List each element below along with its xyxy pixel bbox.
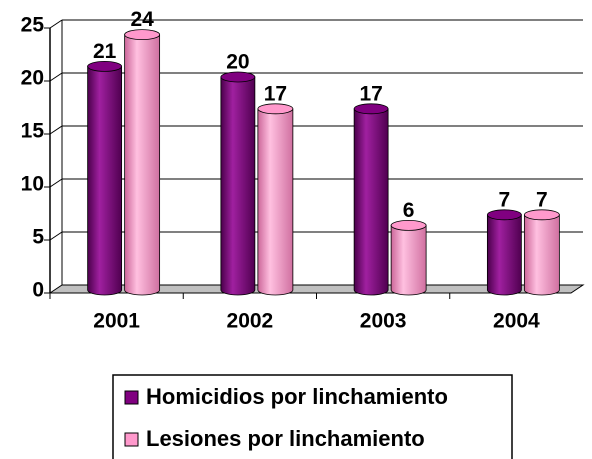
bar-top <box>486 209 522 221</box>
grid-line <box>49 231 63 241</box>
x-tick-label: 2003 <box>360 310 407 333</box>
data-label: 20 <box>226 51 249 74</box>
grid-line <box>49 72 63 82</box>
bar-top <box>257 103 294 115</box>
data-label: 6 <box>403 199 415 222</box>
bar <box>257 108 294 296</box>
y-tick-label: 10 <box>21 173 44 196</box>
y-tick-label: 25 <box>21 14 45 37</box>
legend-label: Homicidios por linchamiento <box>146 384 448 409</box>
bar <box>124 34 161 296</box>
bar-top <box>124 29 161 40</box>
bar <box>220 76 256 296</box>
x-tick-label: 2002 <box>227 310 274 333</box>
y-tick-label: 0 <box>32 279 44 302</box>
data-label: 17 <box>264 82 287 105</box>
legend-label: Lesiones por linchamiento <box>146 426 425 451</box>
grid-line <box>49 178 63 188</box>
x-tick-label: 2001 <box>93 310 140 333</box>
bar <box>87 66 123 296</box>
y-tick-label: 15 <box>21 120 45 143</box>
data-label: 24 <box>130 8 154 31</box>
grid-line <box>49 125 63 135</box>
bar <box>353 108 389 296</box>
grid-line <box>49 19 63 29</box>
bar <box>523 214 560 296</box>
data-label: 21 <box>93 40 117 63</box>
y-tick-label: 5 <box>32 226 44 249</box>
legend-swatch <box>124 390 139 405</box>
bar-top <box>220 71 256 83</box>
bar-top <box>390 219 427 231</box>
bar-top <box>353 103 389 115</box>
bar-top <box>523 209 560 221</box>
data-label: 7 <box>536 188 548 211</box>
bar-top <box>87 61 123 72</box>
bar <box>390 225 427 296</box>
legend-swatch <box>124 432 139 447</box>
bar <box>486 214 522 296</box>
y-tick-label: 20 <box>21 67 44 90</box>
data-label: 17 <box>359 82 382 105</box>
legend <box>112 374 513 459</box>
data-label: 7 <box>499 188 511 211</box>
x-tick-label: 2004 <box>493 310 540 333</box>
